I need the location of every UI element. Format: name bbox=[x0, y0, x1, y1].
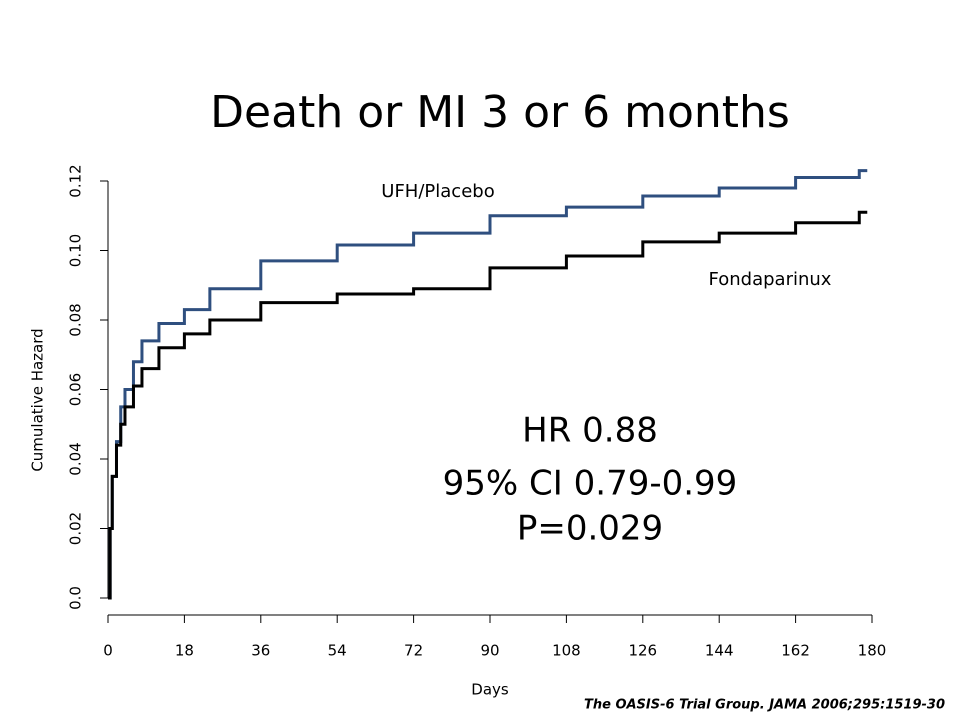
x-tick-label: 90 bbox=[480, 642, 499, 660]
y-tick-label: 0.0 bbox=[67, 586, 85, 610]
y-tick-label: 0.12 bbox=[67, 164, 85, 197]
source: The OASIS-6 Trial Group. JAMA 2006;295:1… bbox=[584, 698, 945, 713]
x-tick-label: 18 bbox=[175, 642, 194, 660]
x-tick-label: 180 bbox=[858, 642, 887, 660]
y-tick-label: 0.06 bbox=[67, 373, 85, 406]
annotation: P=0.029 bbox=[517, 509, 663, 549]
y-tick-label: 0.10 bbox=[67, 234, 85, 267]
x-tick-label: 126 bbox=[628, 642, 657, 660]
x-tick-label: 0 bbox=[103, 642, 113, 660]
series-label: UFH/Placebo bbox=[381, 181, 494, 202]
annotation: 95% CI 0.79-0.99 bbox=[443, 464, 738, 504]
y-axis-label: Cumulative Hazard bbox=[29, 328, 47, 471]
series-line bbox=[108, 169, 868, 600]
x-tick-label: 54 bbox=[328, 642, 347, 660]
series-label: Fondaparinux bbox=[709, 269, 832, 290]
y-tick-label: 0.02 bbox=[67, 512, 85, 545]
annotation: HR 0.88 bbox=[522, 411, 658, 451]
series-line bbox=[108, 210, 868, 600]
chart-title: Death or MI 3 or 6 months bbox=[210, 87, 790, 138]
x-axis-label: Days bbox=[471, 681, 509, 699]
x-tick-label: 144 bbox=[705, 642, 734, 660]
x-tick-label: 162 bbox=[781, 642, 810, 660]
x-tick-label: 108 bbox=[552, 642, 581, 660]
x-tick-label: 72 bbox=[404, 642, 423, 660]
x-tick-label: 36 bbox=[251, 642, 270, 660]
y-tick-label: 0.08 bbox=[67, 303, 85, 336]
y-tick-label: 0.04 bbox=[67, 442, 85, 475]
